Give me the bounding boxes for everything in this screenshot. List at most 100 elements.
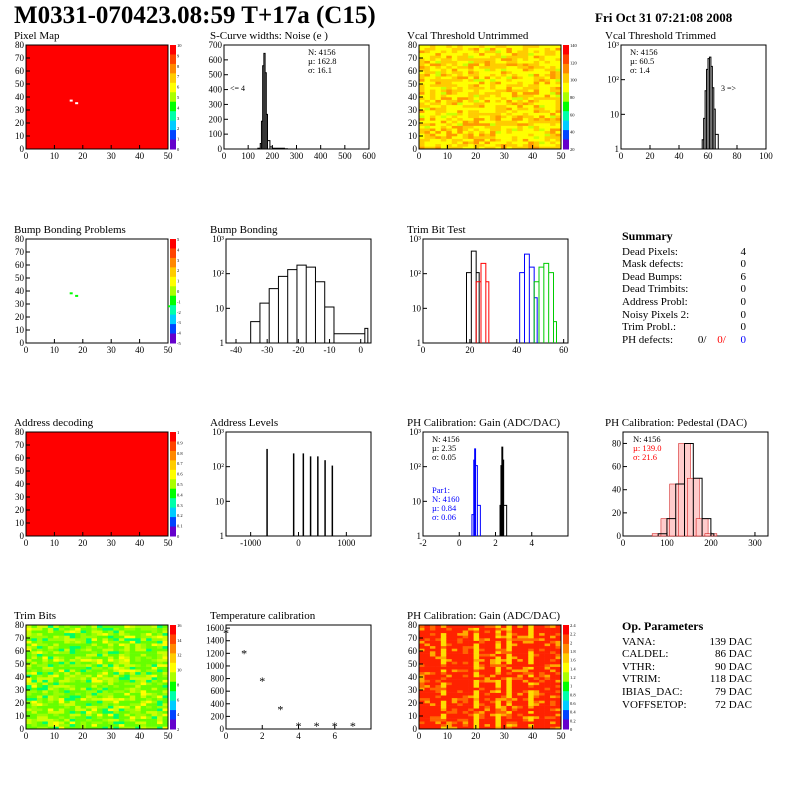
heatmap-cell: [36, 695, 43, 699]
plot-frame: [225, 431, 372, 537]
heatmap-cell: [500, 703, 507, 706]
heatmap-cell: [473, 664, 480, 667]
heatmap-cell: [107, 677, 114, 680]
heatmap-cell: [419, 68, 425, 72]
heatmap-cell: [528, 687, 534, 691]
heatmap-cell: [118, 664, 125, 667]
heatmap-cell: [550, 627, 556, 631]
heatmap-cell: [539, 76, 545, 80]
heatmap-cell: [446, 128, 453, 132]
ph-value-blue: 0: [740, 333, 747, 346]
heatmap-cell: [424, 73, 431, 77]
heatmap-cell: [500, 648, 507, 652]
heatmap-cell: [75, 632, 81, 636]
heatmap-cell: [517, 635, 524, 639]
heatmap-cell: [451, 133, 458, 137]
defect-pixel: [69, 292, 73, 295]
heatmap-cell: [533, 682, 540, 686]
temperature-point: *: [350, 719, 356, 733]
heatmap-cell: [528, 73, 534, 77]
x-tick-label: 100: [241, 151, 255, 161]
heatmap-cell: [462, 716, 469, 719]
summary-row: Noisy Pixels 2: 0: [622, 309, 746, 322]
heatmap-cell: [26, 687, 32, 691]
heatmap-cell: [500, 45, 507, 48]
heatmap-cell: [550, 666, 556, 670]
heatmap-cell: [69, 723, 76, 727]
y-tick-label: 1200: [206, 648, 225, 658]
heatmap-cell: [517, 65, 524, 69]
heatmap-cell: [500, 632, 507, 636]
heatmap-cell: [473, 703, 480, 706]
heatmap-cell: [457, 99, 463, 103]
heatmap-cell: [118, 703, 125, 706]
heatmap-cell: [539, 666, 545, 670]
heatmap-cell: [457, 695, 463, 699]
y-tick-label: 30: [15, 105, 25, 115]
heatmap-cell: [91, 677, 98, 680]
heatmap-cell: [53, 697, 60, 701]
heatmap-cell: [533, 125, 540, 129]
heatmap-cell: [419, 632, 425, 636]
heatmap-cell: [500, 58, 507, 61]
heatmap-cell: [544, 99, 551, 103]
heatmap-cell: [484, 47, 491, 51]
heatmap-cell: [69, 679, 76, 683]
heatmap-cell: [528, 58, 534, 61]
heatmap-cell: [500, 690, 507, 693]
heatmap-cell: [544, 713, 551, 717]
heatmap-cell: [500, 130, 507, 134]
heatmap-cell: [462, 130, 469, 134]
heatmap-cell: [146, 718, 152, 722]
heatmap-cell: [495, 45, 502, 48]
heatmap-cell: [500, 700, 507, 704]
heatmap-cell: [157, 700, 163, 704]
heatmap-cell: [75, 653, 81, 657]
heatmap-cell: [107, 721, 114, 725]
palette-cell: [563, 653, 569, 664]
heatmap-cell: [490, 78, 496, 82]
heatmap-cell: [479, 625, 485, 628]
heatmap-cell: [550, 656, 556, 660]
heatmap-cell: [146, 703, 152, 706]
heatmap-cell: [468, 141, 474, 145]
heatmap-cell: [522, 143, 529, 147]
heatmap-cell: [140, 721, 147, 725]
heatmap-cell: [53, 625, 60, 628]
heatmap-cell: [506, 708, 513, 712]
heatmap-cell: [64, 635, 70, 639]
heatmap-cell: [64, 640, 70, 644]
heatmap-cell: [506, 723, 513, 727]
heatmap-cell: [500, 671, 507, 675]
heatmap-cell: [146, 638, 152, 641]
heatmap-cell: [539, 645, 545, 649]
heatmap-cell: [462, 710, 469, 714]
heatmap-cell: [506, 120, 513, 124]
heatmap-cell: [544, 58, 551, 61]
heatmap-cell: [484, 138, 491, 142]
heatmap-cell: [446, 713, 453, 717]
heatmap-cell: [528, 76, 534, 80]
heatmap-cell: [53, 687, 60, 691]
heatmap-cell: [64, 723, 70, 727]
heatmap-cell: [124, 653, 131, 657]
heatmap-cell: [42, 713, 49, 717]
heatmap-cell: [58, 635, 65, 639]
heatmap-cell: [42, 687, 49, 691]
heatmap-cell: [555, 716, 562, 719]
heatmap-cell: [533, 115, 540, 119]
heatmap-cell: [140, 697, 147, 701]
heatmap-cell: [457, 661, 463, 665]
heatmap-cell: [544, 128, 551, 132]
heatmap-cell: [157, 671, 163, 675]
heatmap-cell: [495, 71, 502, 74]
heatmap-cell: [451, 141, 458, 145]
x-tick-label: 10: [50, 731, 60, 741]
heatmap-cell: [539, 677, 545, 680]
heatmap-cell: [75, 697, 81, 701]
heatmap-cell: [451, 78, 458, 82]
heatmap-cell: [550, 71, 556, 74]
heatmap-cell: [124, 630, 131, 634]
heatmap-cell: [528, 97, 534, 100]
heatmap-cell: [140, 671, 147, 675]
